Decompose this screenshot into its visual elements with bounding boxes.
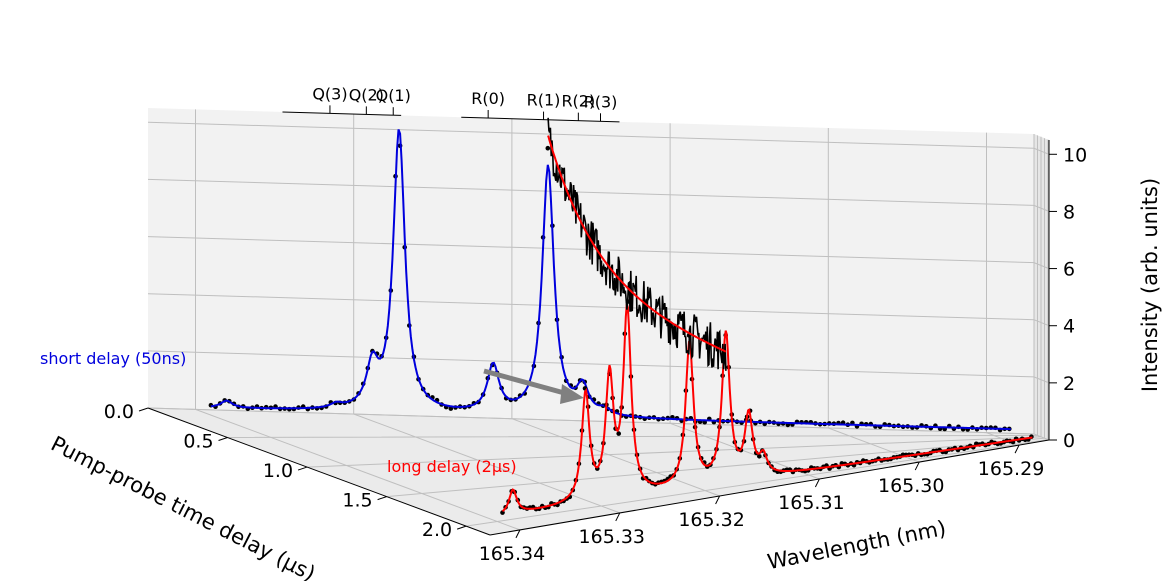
gridline-z bbox=[147, 178, 1050, 212]
peak-label: R(2) bbox=[561, 92, 595, 111]
z-tick-label: 2 bbox=[1063, 373, 1075, 395]
delay-arrow-shaft bbox=[483, 368, 569, 397]
y-tick-mark bbox=[138, 407, 149, 412]
r-branch-ruler bbox=[461, 116, 620, 123]
y-tick-label: 2.0 bbox=[422, 519, 452, 541]
y-tick-label: 1.5 bbox=[342, 490, 372, 512]
z-tick-label: 0 bbox=[1063, 430, 1075, 452]
x-axis-label: Wavelength (nm) bbox=[765, 516, 948, 574]
z-tick-label: 8 bbox=[1063, 201, 1075, 223]
gridline-z bbox=[147, 350, 1050, 384]
z-tick-label: 10 bbox=[1063, 144, 1087, 166]
data-point bbox=[616, 431, 621, 436]
data-layer bbox=[208, 117, 1034, 515]
x-tick-label: 165.29 bbox=[978, 458, 1044, 480]
decay-raw-trace bbox=[547, 117, 727, 371]
data-point bbox=[757, 454, 762, 459]
annotation-long-delay: long delay (2μs) bbox=[387, 457, 517, 476]
y-tick-label: 0.5 bbox=[183, 431, 213, 453]
z-axis-label: Intensity (arb. units) bbox=[1138, 178, 1162, 392]
gridline-z bbox=[147, 236, 1050, 270]
y-tick-mark bbox=[297, 466, 308, 471]
decay-fit-line bbox=[547, 135, 727, 353]
data-point bbox=[545, 145, 551, 151]
gridline-z bbox=[147, 121, 1050, 155]
fit-line bbox=[501, 303, 1033, 513]
y-tick-mark bbox=[218, 437, 228, 442]
x-tick-label: 165.30 bbox=[878, 475, 944, 497]
x-tick-mark bbox=[715, 495, 721, 505]
x-tick-label: 165.34 bbox=[479, 543, 545, 565]
y-tick-label: 1.0 bbox=[263, 460, 293, 482]
x-tick-mark bbox=[515, 529, 521, 539]
peak-label: Q(2) bbox=[349, 85, 384, 104]
q-branch-ruler bbox=[282, 111, 402, 116]
x-tick-mark bbox=[1014, 444, 1020, 454]
peak-label: Q(3) bbox=[312, 84, 347, 103]
fit-line bbox=[210, 129, 1011, 431]
x-tick-label: 165.33 bbox=[579, 526, 645, 548]
annotation-short-delay: short delay (50ns) bbox=[40, 349, 186, 368]
y-axis-line bbox=[147, 407, 491, 536]
gridline-z bbox=[147, 293, 1050, 327]
z-tick-label: 4 bbox=[1063, 316, 1075, 338]
x-tick-label: 165.31 bbox=[778, 492, 844, 514]
y-tick-mark bbox=[456, 525, 467, 530]
axes-layer: 165.34 165.33 165.32 165.31 165.30 165.29 0.0 0… bbox=[104, 84, 1087, 565]
delay-arrow-head bbox=[560, 384, 584, 404]
x-axis-line bbox=[489, 439, 1050, 536]
y-tick-label: 0.0 bbox=[104, 401, 134, 423]
y-tick-mark bbox=[377, 496, 387, 501]
peak-label: R(3) bbox=[584, 92, 618, 111]
peak-label: Q(1) bbox=[376, 86, 411, 105]
back-pane bbox=[148, 108, 1034, 434]
grid-layer bbox=[147, 109, 1050, 531]
peak-label: R(1) bbox=[527, 91, 561, 110]
x-tick-mark bbox=[914, 461, 920, 471]
x-tick-label: 165.32 bbox=[678, 509, 744, 531]
z-tick-label: 6 bbox=[1063, 259, 1075, 281]
peak-label: R(0) bbox=[471, 89, 505, 108]
x-tick-mark bbox=[615, 512, 621, 522]
floor-pane bbox=[148, 408, 1049, 535]
gridline-z bbox=[147, 407, 1050, 441]
x-tick-mark bbox=[814, 478, 820, 488]
